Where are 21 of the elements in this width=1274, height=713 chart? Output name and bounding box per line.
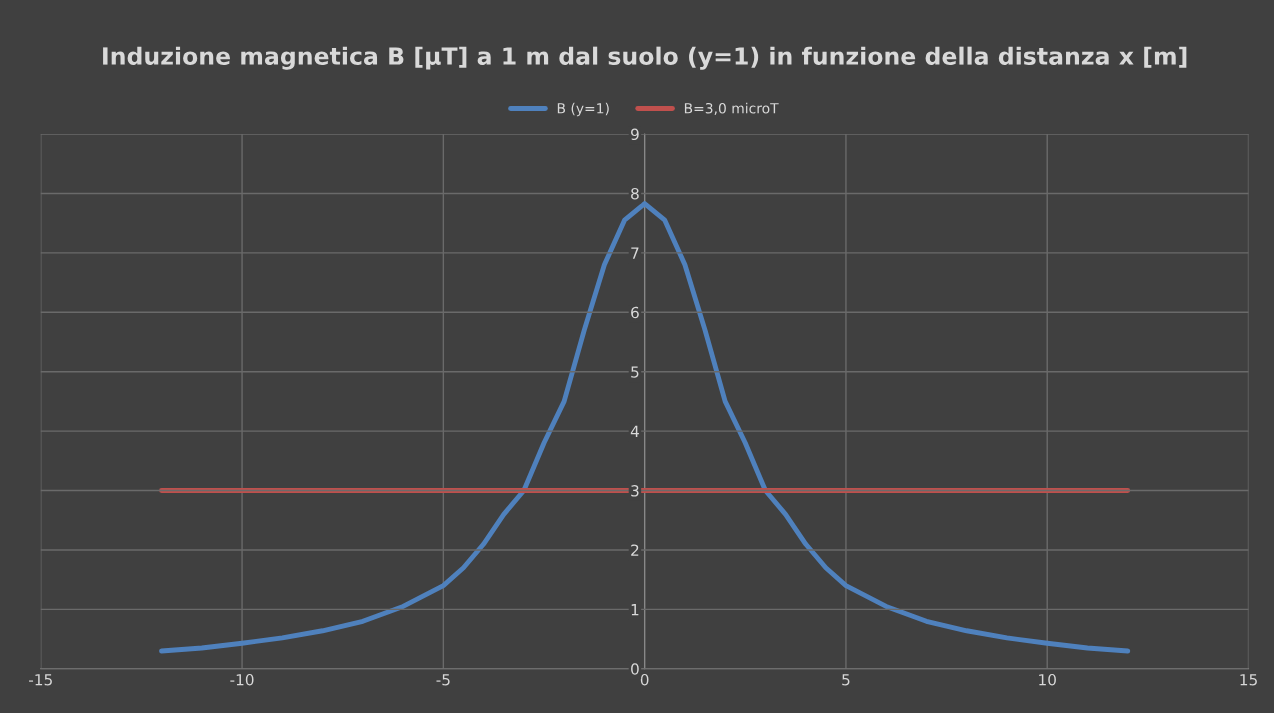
y-tick-label: 6 bbox=[631, 306, 639, 319]
y-tick-label: 2 bbox=[631, 544, 639, 556]
y-tick-label: 7 bbox=[631, 247, 639, 259]
y-tick-label: 0 bbox=[631, 663, 639, 675]
y-tick-label: 3 bbox=[631, 485, 639, 497]
x-tick-label: 5 bbox=[842, 674, 850, 686]
y-tick-label: 5 bbox=[631, 366, 639, 378]
x-tick-label: -5 bbox=[436, 674, 450, 686]
x-tick-label: -15 bbox=[29, 674, 52, 686]
x-tick-label: 10 bbox=[1039, 673, 1056, 686]
y-tick-label: 1 bbox=[631, 604, 639, 616]
y-tick-label: 4 bbox=[630, 425, 639, 437]
y-tick-label: 9 bbox=[631, 128, 639, 141]
legend-label: B=3,0 microT bbox=[684, 102, 779, 115]
y-tick-label: 8 bbox=[631, 187, 639, 200]
legend-label: B (y=1) bbox=[557, 102, 609, 117]
x-tick-label: 15 bbox=[1240, 674, 1257, 686]
x-tick-label: -10 bbox=[230, 673, 254, 686]
chart-title: Induzione magnetica B [µT] a 1 m dal suolo (y=1) in funzione della distanza x [m] bbox=[103, 46, 1187, 70]
x-tick-label: 0 bbox=[640, 673, 649, 686]
line-series bbox=[159, 201, 1131, 654]
